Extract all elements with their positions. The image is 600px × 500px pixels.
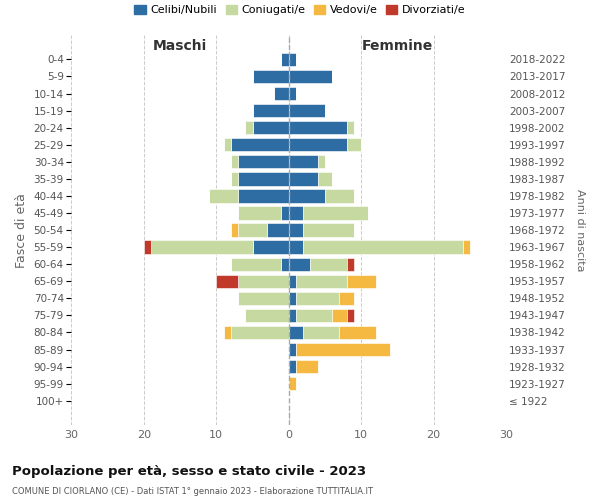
Bar: [289, 87, 296, 100]
Bar: [238, 172, 289, 186]
Text: COMUNE DI CIORLANO (CE) - Dati ISTAT 1° gennaio 2023 - Elaborazione TUTTITALIA.I: COMUNE DI CIORLANO (CE) - Dati ISTAT 1° …: [12, 487, 373, 496]
Bar: [281, 206, 289, 220]
Bar: [267, 224, 289, 236]
Text: Femmine: Femmine: [362, 38, 433, 52]
Bar: [289, 52, 296, 66]
Bar: [296, 309, 332, 322]
Bar: [224, 326, 231, 339]
Bar: [296, 360, 318, 374]
Bar: [303, 224, 354, 236]
Bar: [289, 104, 325, 118]
Bar: [310, 258, 347, 271]
Bar: [340, 292, 354, 305]
Legend: Celibi/Nubili, Coniugati/e, Vedovi/e, Divorziati/e: Celibi/Nubili, Coniugati/e, Vedovi/e, Di…: [130, 0, 470, 20]
Bar: [332, 309, 347, 322]
Bar: [144, 240, 151, 254]
Bar: [231, 155, 238, 168]
Bar: [289, 258, 310, 271]
Bar: [318, 155, 325, 168]
Bar: [253, 240, 289, 254]
Bar: [289, 343, 296, 356]
Bar: [231, 172, 238, 186]
Y-axis label: Fasce di età: Fasce di età: [15, 192, 28, 268]
Bar: [289, 121, 347, 134]
Bar: [289, 274, 296, 288]
Text: Popolazione per età, sesso e stato civile - 2023: Popolazione per età, sesso e stato civil…: [12, 464, 366, 477]
Bar: [224, 138, 231, 151]
Bar: [289, 138, 347, 151]
Bar: [281, 258, 289, 271]
Bar: [340, 326, 376, 339]
Bar: [296, 343, 390, 356]
Bar: [347, 138, 361, 151]
Bar: [289, 224, 303, 236]
Bar: [281, 52, 289, 66]
Bar: [303, 240, 463, 254]
Bar: [347, 121, 354, 134]
Bar: [289, 377, 296, 390]
Bar: [238, 224, 267, 236]
Bar: [289, 240, 303, 254]
Bar: [289, 309, 296, 322]
Bar: [245, 309, 289, 322]
Bar: [253, 70, 289, 83]
Bar: [238, 190, 289, 202]
Bar: [253, 104, 289, 118]
Bar: [289, 326, 303, 339]
Bar: [289, 172, 318, 186]
Bar: [238, 274, 289, 288]
Bar: [245, 121, 253, 134]
Bar: [253, 121, 289, 134]
Y-axis label: Anni di nascita: Anni di nascita: [575, 189, 585, 272]
Bar: [318, 172, 332, 186]
Bar: [463, 240, 470, 254]
Bar: [289, 70, 332, 83]
Bar: [289, 206, 303, 220]
Bar: [231, 258, 281, 271]
Bar: [231, 138, 289, 151]
Bar: [289, 155, 318, 168]
Bar: [296, 292, 340, 305]
Bar: [231, 224, 238, 236]
Bar: [289, 292, 296, 305]
Bar: [347, 274, 376, 288]
Bar: [151, 240, 253, 254]
Bar: [238, 292, 289, 305]
Bar: [289, 360, 296, 374]
Bar: [238, 155, 289, 168]
Bar: [289, 190, 325, 202]
Bar: [209, 190, 238, 202]
Bar: [347, 258, 354, 271]
Bar: [231, 326, 289, 339]
Bar: [274, 87, 289, 100]
Bar: [238, 206, 281, 220]
Bar: [217, 274, 238, 288]
Bar: [347, 309, 354, 322]
Bar: [325, 190, 354, 202]
Bar: [296, 274, 347, 288]
Text: Maschi: Maschi: [153, 38, 207, 52]
Bar: [303, 326, 340, 339]
Bar: [303, 206, 368, 220]
